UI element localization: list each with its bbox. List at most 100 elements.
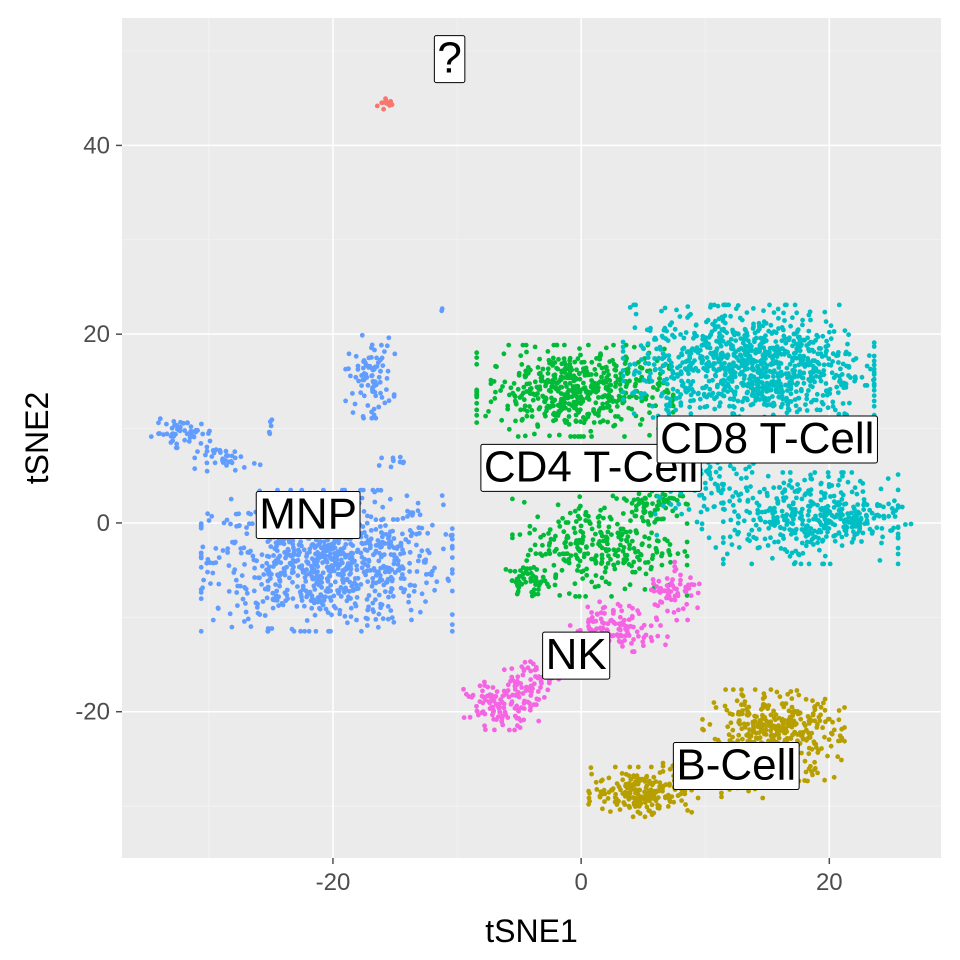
data-point: [365, 513, 370, 519]
data-point: [837, 477, 842, 483]
data-point: [406, 599, 411, 605]
data-point: [419, 548, 425, 554]
data-point: [372, 568, 377, 573]
data-point: [642, 814, 648, 820]
data-point: [777, 694, 783, 700]
data-point: [380, 552, 386, 558]
data-point: [821, 508, 827, 514]
data-point: [852, 485, 858, 491]
data-point: [474, 350, 480, 356]
data-point: [597, 599, 602, 605]
data-point: [672, 559, 678, 565]
data-point: [864, 383, 870, 388]
data-point: [386, 536, 391, 541]
data-point: [806, 718, 812, 724]
data-point: [309, 605, 315, 611]
data-point: [841, 385, 847, 391]
data-point: [312, 545, 318, 551]
data-point: [806, 518, 812, 523]
data-point: [580, 576, 586, 581]
data-point: [804, 392, 810, 398]
data-point: [524, 349, 529, 355]
data-point: [836, 717, 842, 723]
data-point: [839, 543, 845, 548]
data-point: [785, 388, 790, 393]
data-point: [601, 370, 607, 376]
data-point: [366, 604, 371, 610]
data-point: [209, 513, 215, 519]
data-point: [245, 616, 251, 622]
data-point: [866, 353, 872, 358]
data-point: [871, 387, 877, 393]
data-point: [826, 474, 831, 480]
data-point: [362, 547, 368, 552]
data-point: [799, 496, 805, 502]
data-point: [205, 511, 211, 517]
data-point: [811, 739, 817, 745]
data-point: [371, 609, 376, 615]
data-point: [291, 548, 297, 553]
data-point: [542, 568, 548, 573]
data-point: [833, 532, 838, 538]
data-point: [365, 579, 371, 584]
data-point: [852, 374, 858, 380]
data-point: [815, 750, 821, 755]
data-point: [841, 524, 847, 530]
data-point: [621, 378, 626, 384]
data-point: [672, 597, 678, 603]
data-point: [722, 507, 727, 512]
data-point: [654, 517, 659, 522]
data-point: [562, 366, 568, 372]
data-point: [831, 499, 837, 504]
data-point: [289, 561, 295, 567]
data-point: [792, 374, 798, 380]
data-point: [754, 500, 760, 506]
data-point: [643, 632, 649, 638]
data-point: [593, 779, 599, 785]
data-point: [722, 378, 728, 384]
data-point: [658, 623, 663, 628]
data-point: [790, 358, 795, 364]
data-point: [354, 567, 360, 573]
data-point: [542, 411, 548, 417]
data-point: [546, 531, 551, 536]
data-point: [535, 514, 541, 520]
data-point: [548, 379, 553, 385]
data-point: [744, 361, 749, 367]
data-point: [329, 563, 334, 568]
data-point: [626, 405, 632, 411]
data-point: [309, 566, 315, 572]
data-point: [540, 393, 546, 399]
data-point: [553, 574, 558, 579]
data-point: [827, 561, 833, 567]
data-point: [620, 344, 626, 350]
data-point: [609, 787, 614, 793]
data-point: [515, 674, 521, 680]
data-point: [674, 617, 680, 623]
data-point: [728, 720, 734, 726]
data-point: [683, 330, 689, 335]
data-point: [790, 315, 795, 321]
data-point: [237, 583, 243, 589]
data-point: [598, 789, 604, 795]
data-point: [840, 473, 845, 479]
data-point: [617, 530, 622, 536]
data-point: [404, 493, 410, 499]
data-point: [753, 398, 759, 403]
data-point: [870, 529, 875, 534]
data-point: [349, 583, 355, 589]
data-point: [775, 306, 781, 312]
data-point: [620, 355, 626, 361]
data-point: [636, 378, 642, 383]
data-point: [587, 520, 593, 526]
data-point: [642, 790, 648, 796]
data-point: [861, 507, 867, 512]
data-point: [409, 617, 414, 623]
data-point: [379, 395, 385, 400]
data-point: [778, 384, 784, 389]
data-point: [174, 441, 180, 447]
data-point: [503, 567, 509, 572]
data-point: [535, 424, 541, 429]
data-point: [674, 513, 680, 519]
data-point: [871, 383, 877, 389]
